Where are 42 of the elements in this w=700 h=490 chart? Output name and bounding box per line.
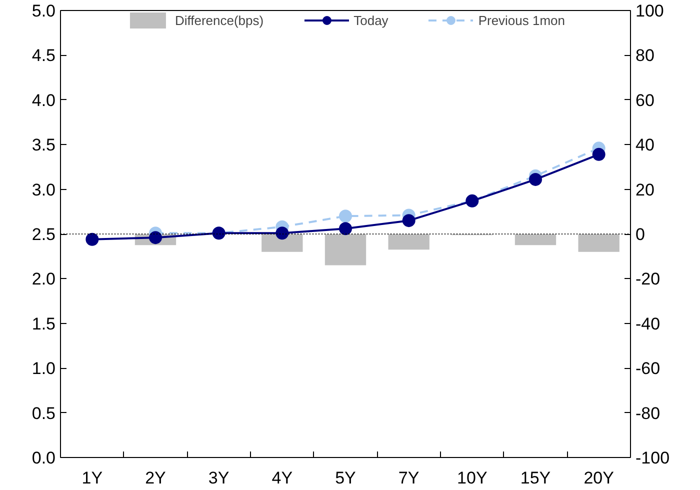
y2-tick-label: 60 (636, 90, 654, 110)
x-tick-label: 1Y (82, 468, 103, 488)
x-tick-label: 15Y (520, 468, 551, 488)
y2-tick-label: 100 (636, 2, 664, 20)
y-tick-label: 1.0 (32, 359, 56, 378)
x-tick-label: 7Y (398, 468, 420, 488)
point (592, 148, 606, 161)
point (402, 214, 416, 228)
y2-tick-label: -80 (636, 404, 660, 423)
x-tick-label: 2Y (145, 468, 166, 488)
legend-label: Difference(bps) (174, 12, 264, 28)
x-tick-label: 3Y (208, 468, 230, 488)
x-tick-label: 10Y (457, 468, 488, 488)
y2-tick-label: 0 (636, 225, 645, 244)
y-tick-label: 0.5 (32, 404, 56, 423)
y-tick-label: 3.0 (32, 180, 56, 200)
point (149, 231, 162, 244)
point (529, 172, 542, 186)
y2-tick-label: -40 (636, 314, 660, 334)
y-tick-label: 3.5 (32, 136, 56, 155)
y-tick-label: 4.0 (32, 90, 56, 110)
y2-tick-label: 80 (636, 46, 654, 66)
x-tick-label: 4Y (272, 468, 293, 488)
y2-tick-label: -60 (636, 359, 660, 378)
y-tick-label: 2.0 (32, 270, 56, 289)
legend-label: Today (354, 12, 388, 28)
y2-tick-label: 20 (636, 180, 654, 200)
point (86, 232, 99, 246)
x-tick-label: 5Y (335, 468, 356, 488)
point (339, 222, 352, 236)
y-tick-label: 5.0 (32, 2, 56, 20)
y2-tick-label: -20 (636, 270, 660, 289)
y-tick-label: 0.0 (32, 448, 56, 468)
y-tick-label: 2.5 (32, 225, 56, 244)
point (276, 226, 289, 240)
point (339, 210, 352, 223)
legend-label: Previous 1mon (478, 12, 566, 28)
y2-tick-label: 40 (636, 136, 654, 155)
y2-tick-label: -100 (636, 448, 670, 468)
y-tick-label: 1.5 (32, 314, 56, 334)
y-tick-label: 4.5 (32, 46, 56, 66)
x-tick-label: 20Y (584, 468, 614, 488)
